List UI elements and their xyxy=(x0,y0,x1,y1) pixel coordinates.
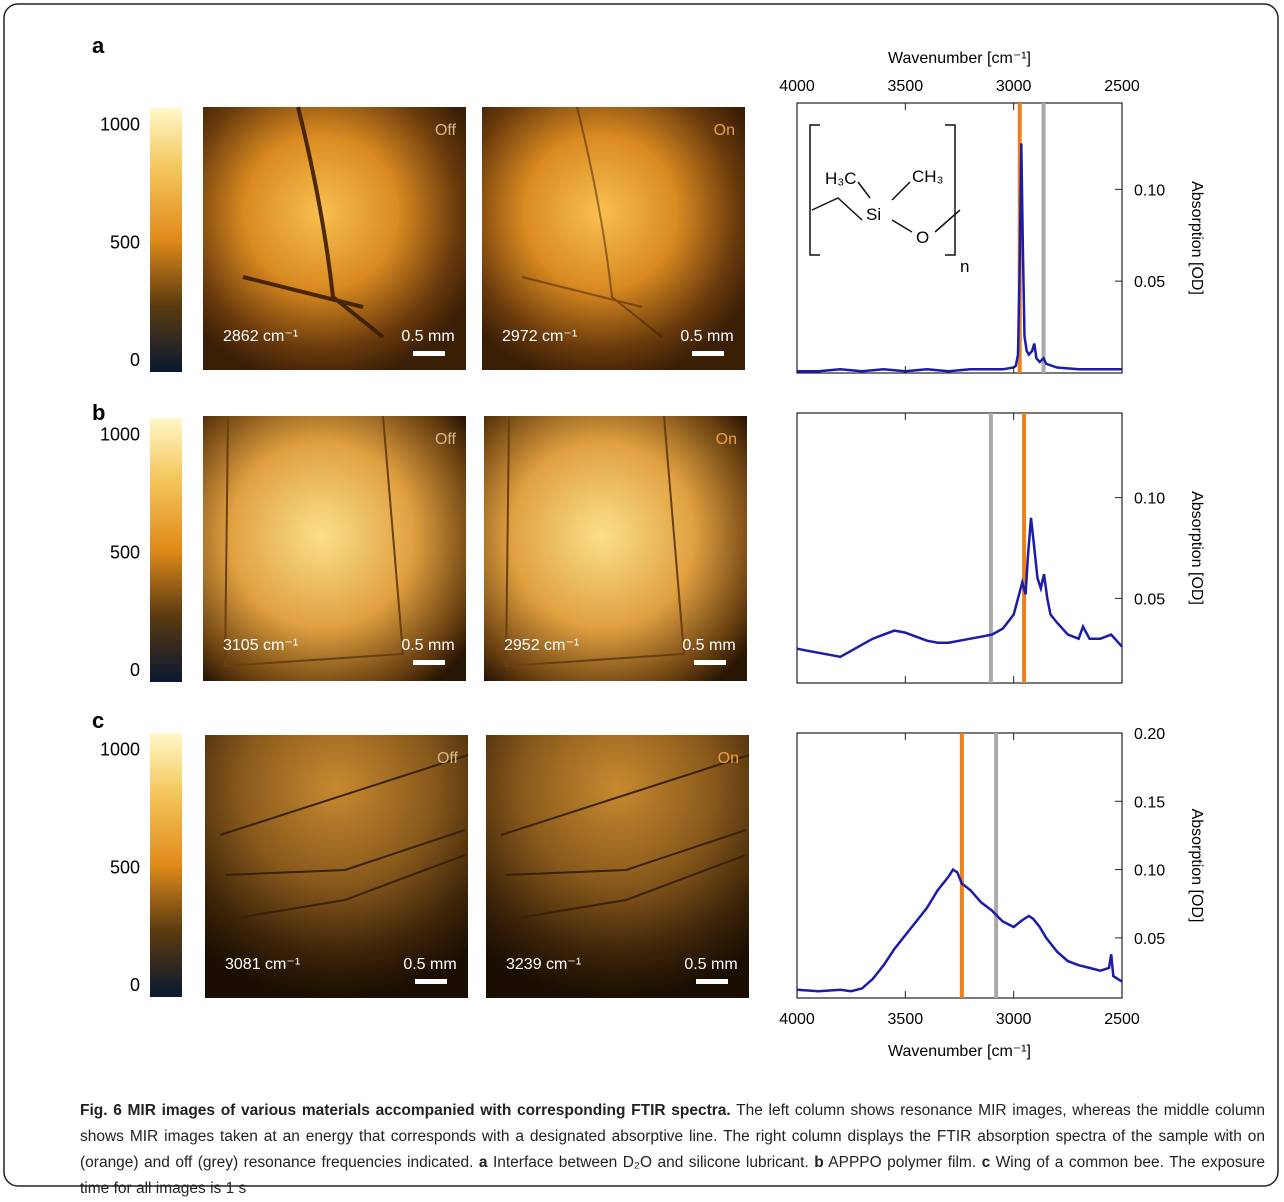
x-tick-label: 3500 xyxy=(888,78,924,95)
caption-title: Fig. 6 MIR images of various materials a… xyxy=(80,1102,731,1119)
y-tick-label: 0.20 xyxy=(1134,726,1165,743)
spectrum xyxy=(796,517,1123,659)
crack xyxy=(242,106,385,339)
plot-frame xyxy=(796,732,1123,999)
scale-label: 0.5 mm xyxy=(684,956,737,973)
y-tick-label: 0.05 xyxy=(1134,931,1165,948)
colorbar-tick-label: 0 xyxy=(130,350,140,370)
y-tick-label: 0.10 xyxy=(1134,182,1165,199)
y-axis-label: Absorption [OD] xyxy=(1188,181,1205,295)
mir-image xyxy=(203,107,466,370)
y-tick-label: 0.10 xyxy=(1134,491,1165,508)
wing xyxy=(500,754,750,921)
structure-a xyxy=(809,124,961,256)
scale-label: 0.5 mm xyxy=(682,637,735,654)
y-tick-label: 0.10 xyxy=(1134,863,1165,880)
y-axis-label: Absorption [OD] xyxy=(1188,809,1205,923)
film-edge xyxy=(504,415,686,668)
caption-item-label: c xyxy=(981,1154,991,1171)
frame xyxy=(3,3,1279,1187)
atom: H₃C xyxy=(825,169,856,188)
atom: n xyxy=(960,257,969,276)
scale-bar xyxy=(415,979,447,984)
colorbar-tick-label: 1000 xyxy=(100,425,140,445)
image-tag: Off xyxy=(437,750,459,767)
panel-label: a xyxy=(92,33,105,58)
scale-label: 0.5 mm xyxy=(401,637,454,654)
mir-image xyxy=(482,107,745,370)
caption-item-label: b xyxy=(814,1154,824,1171)
colorbar-tick-label: 0 xyxy=(130,975,140,995)
image-wavenumber: 2952 cm⁻¹ xyxy=(504,637,579,654)
colorbar-tick-label: 1000 xyxy=(100,115,140,135)
wing xyxy=(219,754,469,921)
plot-frame xyxy=(796,412,1123,684)
x-tick-label: 3500 xyxy=(888,1011,924,1028)
image-tag: Off xyxy=(435,431,457,448)
scale-label: 0.5 mm xyxy=(680,328,733,345)
atom: O xyxy=(916,228,929,247)
scale-label: 0.5 mm xyxy=(403,956,456,973)
x-tick-label: 4000 xyxy=(779,1011,815,1028)
scale-bar xyxy=(413,660,445,665)
caption-item-text: APPPO polymer film. xyxy=(828,1154,977,1171)
image-wavenumber: 3081 cm⁻¹ xyxy=(225,956,300,973)
caption: Fig. 6 MIR images of various materials a… xyxy=(80,1098,1265,1202)
colorbar xyxy=(150,733,182,997)
colorbar xyxy=(150,108,182,372)
spectrum xyxy=(796,867,1123,993)
image-tag: On xyxy=(714,122,735,139)
scale-bar xyxy=(694,660,726,665)
colorbar-tick-label: 500 xyxy=(110,857,140,877)
image-tag: Off xyxy=(435,122,457,139)
colorbar-tick-label: 0 xyxy=(130,660,140,680)
x-tick-label: 2500 xyxy=(1104,1011,1140,1028)
colorbar-tick-label: 500 xyxy=(110,232,140,252)
mir-image xyxy=(205,735,468,998)
film-edge xyxy=(223,415,405,668)
image-wavenumber: 3239 cm⁻¹ xyxy=(506,956,581,973)
image-tag: On xyxy=(716,431,737,448)
caption-item-text: Wing of a common bee. xyxy=(995,1154,1164,1171)
mir-image xyxy=(486,735,749,998)
scale-label: 0.5 mm xyxy=(401,328,454,345)
scale-bar xyxy=(413,351,445,356)
scale-bar xyxy=(696,979,728,984)
plot-frame xyxy=(796,102,1123,374)
mir-image xyxy=(484,416,747,681)
colorbar xyxy=(150,418,182,682)
image-wavenumber: 2862 cm⁻¹ xyxy=(223,328,298,345)
colorbar-tick-label: 500 xyxy=(110,542,140,562)
image-tag: On xyxy=(718,750,739,767)
caption-item-label: a xyxy=(478,1154,488,1171)
y-tick-label: 0.05 xyxy=(1134,274,1165,291)
x-tick-label: 3000 xyxy=(996,1011,1032,1028)
caption-text: The left column shows resonance MIR imag… xyxy=(80,1102,1265,1171)
y-tick-label: 0.15 xyxy=(1134,794,1165,811)
x-axis-label: Wavenumber [cm⁻¹] xyxy=(888,1043,1031,1060)
panel-label: b xyxy=(92,400,105,425)
y-tick-label: 0.05 xyxy=(1134,591,1165,608)
x-tick-label: 2500 xyxy=(1104,78,1140,95)
x-axis-label: Wavenumber [cm⁻¹] xyxy=(888,50,1031,67)
colorbar-tick-label: 1000 xyxy=(100,740,140,760)
x-tick-label: 4000 xyxy=(779,78,815,95)
atom: CH₃ xyxy=(912,167,943,186)
crack xyxy=(521,106,663,338)
caption-item-text: Interface between D₂O and silicone lubri… xyxy=(492,1154,809,1171)
scale-bar xyxy=(692,351,724,356)
x-tick-label: 3000 xyxy=(996,78,1032,95)
image-wavenumber: 2972 cm⁻¹ xyxy=(502,328,577,345)
mir-image xyxy=(203,416,466,681)
spectrum xyxy=(797,143,1122,373)
atom: Si xyxy=(866,205,881,224)
image-wavenumber: 3105 cm⁻¹ xyxy=(223,637,298,654)
y-axis-label: Absorption [OD] xyxy=(1188,491,1205,605)
panel-label: c xyxy=(92,708,104,733)
